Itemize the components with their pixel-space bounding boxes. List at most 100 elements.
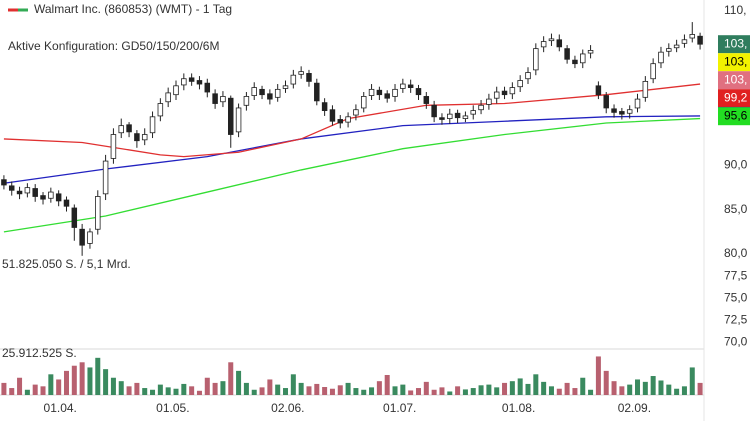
candle-body: [212, 93, 218, 104]
candle-body: [368, 88, 375, 96]
volume-bar: [408, 390, 414, 395]
volume-bar: [603, 370, 609, 395]
volume-bar: [228, 362, 234, 395]
volume-bar: [689, 367, 695, 395]
volume-bar: [189, 386, 195, 395]
volume-bar: [134, 382, 140, 395]
candle-body: [173, 85, 179, 96]
candle-body: [517, 80, 523, 88]
candle-body: [220, 96, 226, 103]
price-box-label: 95,6: [724, 108, 748, 122]
candle-body: [24, 187, 31, 194]
candle-body: [642, 80, 649, 98]
price-box: [718, 71, 750, 90]
volume-bar: [462, 389, 468, 395]
volume-bar: [103, 369, 109, 395]
candle-body: [525, 72, 531, 80]
candle-body: [79, 228, 85, 246]
price-box: [718, 107, 750, 126]
candle-body: [454, 112, 461, 119]
y-tick-label: 72,5: [724, 313, 748, 327]
volume-bar: [24, 389, 30, 395]
candle-body: [321, 102, 328, 112]
candle-body: [228, 97, 234, 135]
candle-body: [188, 77, 195, 82]
candle-body: [157, 103, 164, 117]
candle-body: [360, 96, 367, 109]
volume-bar: [251, 389, 257, 395]
volume-bar: [118, 381, 124, 395]
volume-bar: [267, 379, 273, 395]
volume-bar: [619, 386, 625, 395]
candle-body: [595, 85, 602, 96]
volume-bar: [212, 382, 218, 395]
candle-body: [196, 80, 203, 85]
volume-bar: [681, 386, 687, 395]
volume-bar: [376, 381, 382, 395]
volume-bar: [400, 384, 406, 395]
candle-body: [353, 109, 359, 116]
x-tick-label: 01.04.: [44, 401, 77, 415]
volume-bar: [392, 386, 398, 395]
volume-panel: [1, 356, 703, 395]
candle-body: [55, 193, 62, 202]
price-box-label: 103,: [724, 54, 747, 68]
volume-bar: [165, 387, 171, 395]
volume-bar: [502, 382, 508, 395]
y-tick-label: 70,0: [724, 335, 748, 349]
candle-body: [141, 134, 148, 141]
candle-body: [650, 63, 656, 80]
volume-tick-label: 51.825.050 S. / 5,1 Mrd.: [2, 257, 131, 271]
x-tick-label: 01.07.: [383, 401, 416, 415]
candle-body: [689, 34, 696, 39]
volume-bar: [423, 381, 429, 395]
candle-body: [32, 188, 38, 197]
candle-body: [666, 48, 672, 52]
volume-bar: [63, 370, 69, 395]
volume-bar: [494, 387, 500, 395]
volume-bar: [306, 386, 312, 395]
volume-bar: [564, 382, 570, 395]
y-tick-label: 77,5: [724, 268, 748, 282]
chart-title: Walmart Inc. (860853) (WMT) - 1 Tag: [34, 2, 232, 16]
volume-bar: [79, 362, 85, 395]
candle-body: [673, 44, 680, 49]
volume-bar: [666, 384, 672, 395]
y-tick-label: 85,0: [724, 202, 748, 216]
candle-body: [87, 231, 93, 244]
volume-bar: [455, 386, 461, 395]
price-box-label: 99,2: [724, 90, 748, 104]
volume-bar: [509, 381, 515, 395]
volume-bar: [9, 388, 15, 395]
candle-body: [392, 88, 398, 97]
candle-body: [267, 93, 273, 100]
candle-body: [509, 87, 516, 95]
candle-body: [580, 53, 586, 64]
volume-bar: [525, 383, 531, 395]
candle-body: [447, 113, 453, 119]
volume-bar: [517, 378, 523, 395]
price-box-label: 103,: [724, 72, 747, 86]
volume-bar: [439, 387, 445, 395]
volume-bar: [533, 374, 539, 395]
candle-body: [478, 104, 484, 111]
candle-body: [493, 91, 500, 99]
candle-body: [626, 109, 633, 114]
candle-body: [501, 90, 508, 96]
candle-body: [384, 93, 390, 99]
candle-body: [48, 191, 54, 199]
volume-bar: [87, 367, 93, 395]
volume-bar: [290, 374, 296, 395]
volume-bar: [157, 384, 163, 395]
candle-body: [282, 85, 289, 89]
candle-body: [462, 115, 469, 119]
candle-body: [564, 48, 570, 60]
volume-bar: [447, 391, 453, 395]
config-label: Aktive Konfiguration: GD50/150/200/6M: [8, 39, 219, 53]
volume-bar: [548, 386, 554, 395]
volume-bar: [204, 377, 210, 395]
volume-bar: [541, 381, 547, 395]
candle-body: [259, 88, 265, 96]
